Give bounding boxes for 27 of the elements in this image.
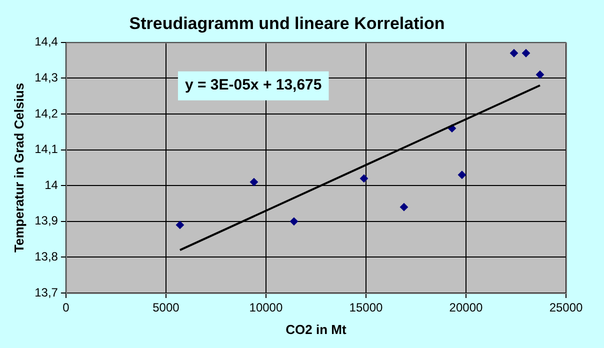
y-tick-label: 14,4 [34, 34, 58, 49]
point [176, 220, 184, 229]
x-tick-label: 15000 [349, 300, 383, 315]
point [458, 170, 466, 179]
point [290, 217, 298, 226]
x-axis-title: CO2 in Mt [286, 322, 347, 337]
x-tick-label: 25000 [549, 300, 584, 315]
point [400, 203, 408, 212]
point [536, 70, 544, 79]
x-tick-label: 5000 [152, 300, 180, 315]
y-tick-label: 14 [44, 178, 58, 192]
annotation: y = 3E-05x + 13,675 [184, 76, 322, 94]
y-tick-label: 14,2 [34, 106, 58, 120]
y-axis-title: Temperatur in Grad Celsius [11, 82, 26, 252]
y-tick-label: 13,7 [34, 285, 58, 300]
x-tick-label: 20000 [449, 300, 483, 315]
y-tick-label: 13,9 [34, 214, 58, 228]
point [510, 49, 518, 58]
y-tick-label: 14,3 [34, 70, 58, 85]
point [250, 178, 258, 186]
y-tick-label: 14,1 [34, 142, 58, 156]
x-tick-label: 0 [62, 300, 70, 315]
point [522, 49, 530, 58]
point [360, 174, 368, 182]
chart-title: Streudiagramm und lineare Korrelation [129, 14, 445, 33]
y-tick-label: 13,8 [34, 250, 58, 264]
x-tick-label: 10000 [249, 300, 283, 315]
